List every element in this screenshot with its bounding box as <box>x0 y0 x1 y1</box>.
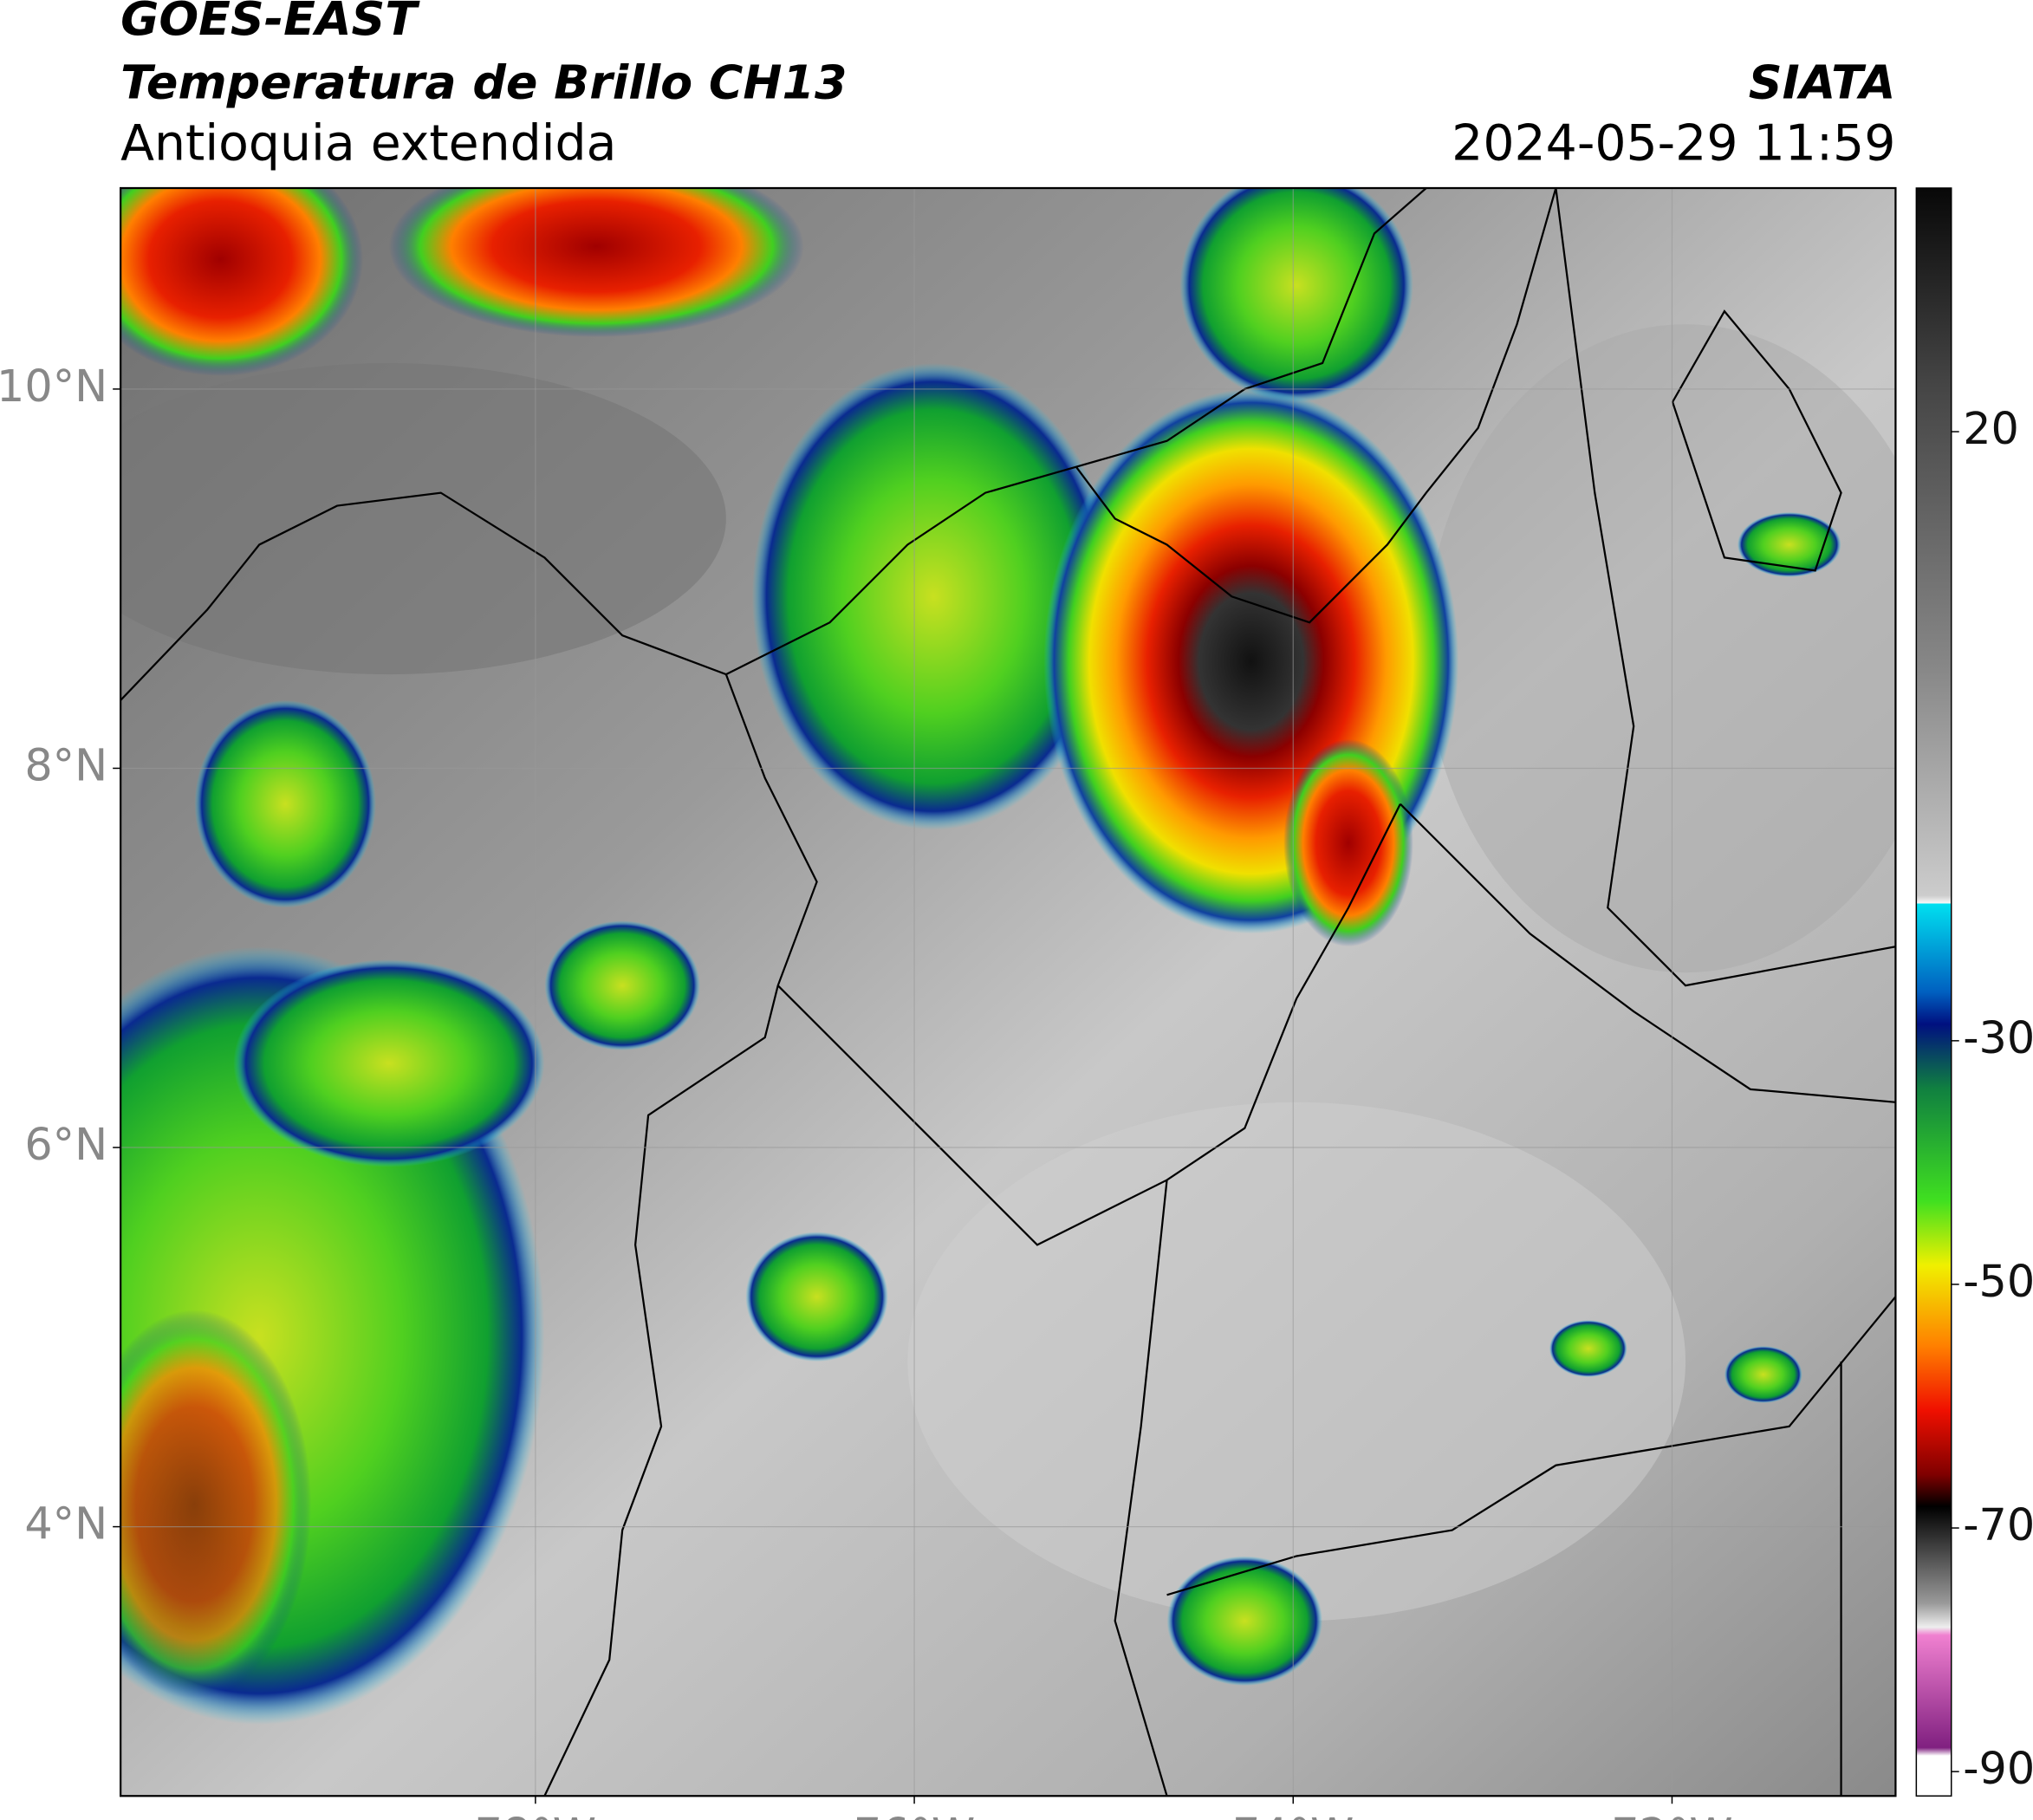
product: Temperatura de Brillo CH13 <box>120 55 847 109</box>
x-tick-label: 74°W <box>1232 1809 1354 1820</box>
datetime: 2024-05-29 11:59 <box>1452 115 1895 172</box>
y-tick-label: 10°N <box>0 361 107 412</box>
grid <box>120 188 1896 1797</box>
colorbar-tick-label: -50 <box>1963 1256 2033 1307</box>
colorbar-tick-label: -90 <box>1963 1743 2033 1794</box>
colorbar-tick-label: -30 <box>1963 1012 2033 1063</box>
map-image <box>120 188 1896 1797</box>
colorbar-tick-label: -70 <box>1963 1499 2033 1550</box>
y-tick-label: 4°N <box>24 1498 107 1550</box>
colorbar <box>1915 187 1952 1797</box>
x-tick-label: 76°W <box>854 1809 975 1820</box>
y-tick-label: 8°N <box>24 739 107 790</box>
y-tick-label: 6°N <box>24 1119 107 1170</box>
region: Antioquia extendida <box>120 115 616 172</box>
source: SIATA <box>1749 55 1896 109</box>
colorbar-tick-label: 20 <box>1963 403 2019 454</box>
map-frame <box>120 186 1897 1797</box>
x-tick-label: 72°W <box>1611 1809 1732 1820</box>
satellite: GOES-EAST <box>120 0 420 46</box>
x-tick-label: 78°W <box>475 1809 596 1820</box>
